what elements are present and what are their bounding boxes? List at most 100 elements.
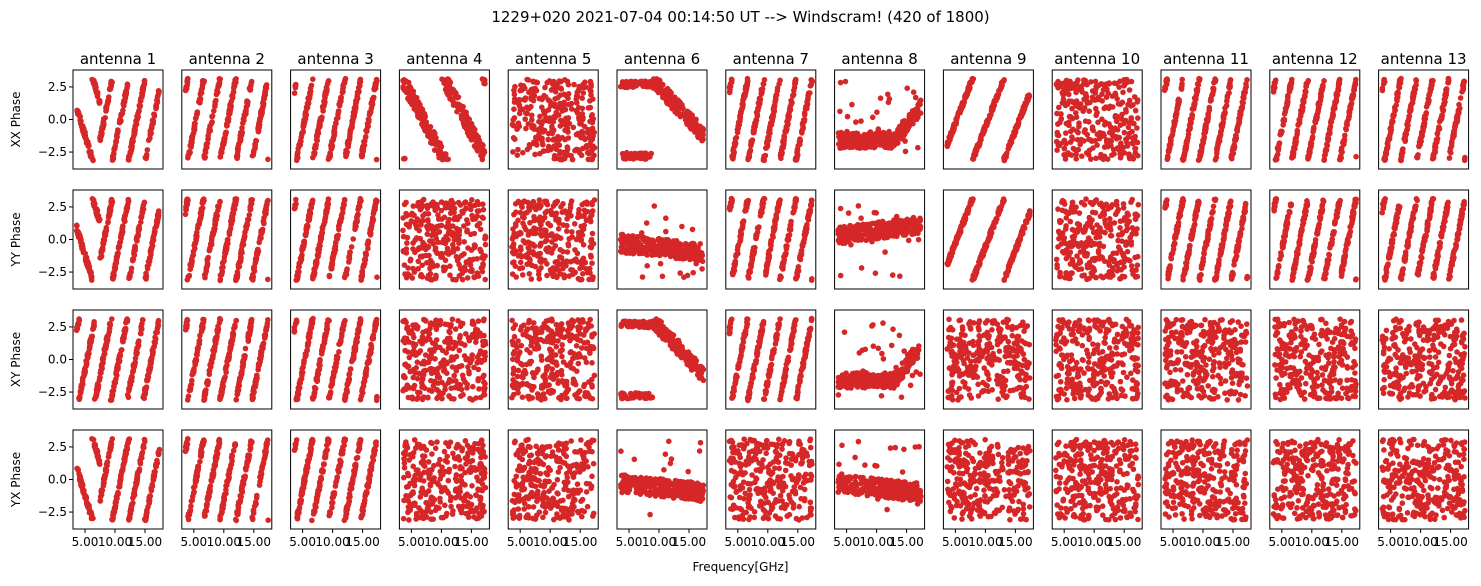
data-point <box>1009 135 1015 141</box>
data-point <box>1436 127 1442 133</box>
data-point <box>1304 84 1310 90</box>
data-point <box>953 116 959 122</box>
data-point <box>407 90 413 96</box>
data-point <box>328 142 334 148</box>
data-point <box>235 146 241 152</box>
data-point <box>534 88 540 94</box>
data-point <box>216 81 222 87</box>
data-point <box>886 131 892 137</box>
data-point <box>564 152 570 158</box>
data-point <box>808 82 814 88</box>
data-point <box>350 119 356 125</box>
data-point <box>265 277 271 283</box>
data-point <box>241 236 247 242</box>
data-point <box>1173 118 1179 124</box>
data-point <box>374 199 380 205</box>
data-point <box>219 269 225 275</box>
data-point <box>84 263 90 269</box>
subplot-title: antenna 5 <box>515 50 591 68</box>
data-point <box>764 145 770 151</box>
data-point <box>1164 78 1170 84</box>
data-point <box>217 199 223 205</box>
data-point <box>329 266 335 272</box>
data-point <box>961 100 967 106</box>
data-point <box>1069 106 1075 112</box>
data-point <box>83 132 89 138</box>
data-point <box>1075 137 1081 143</box>
data-point <box>243 226 249 232</box>
data-point <box>587 87 593 93</box>
subplot-title: antenna 4 <box>406 50 482 68</box>
data-point <box>323 211 329 217</box>
data-point <box>368 228 374 234</box>
data-point <box>517 102 523 108</box>
data-point <box>406 85 412 91</box>
data-point <box>1128 103 1134 109</box>
data-point <box>1193 96 1199 102</box>
data-point <box>1409 102 1415 108</box>
data-point <box>838 80 844 86</box>
data-point <box>1119 112 1125 118</box>
subplot <box>182 190 272 289</box>
data-point <box>470 134 476 140</box>
data-point <box>1385 143 1391 149</box>
data-point <box>404 240 410 246</box>
data-point <box>1327 126 1333 132</box>
data-point <box>264 207 270 213</box>
data-point <box>1195 87 1201 93</box>
data-point <box>469 124 475 130</box>
data-point <box>135 232 141 238</box>
y-tick-label: 2.5 <box>48 80 67 94</box>
data-point <box>957 109 963 115</box>
data-point <box>746 155 752 161</box>
data-point <box>1396 84 1402 90</box>
subplot <box>291 190 381 289</box>
data-point <box>126 198 132 204</box>
data-point <box>1333 99 1339 105</box>
subplot-title: antenna 11 <box>1163 50 1249 68</box>
data-point <box>1081 138 1087 144</box>
data-point <box>202 275 208 281</box>
data-point <box>337 219 343 225</box>
data-point <box>1007 142 1013 148</box>
data-point <box>515 152 521 158</box>
data-point <box>1100 131 1106 137</box>
data-point <box>679 102 685 108</box>
data-point <box>225 237 231 243</box>
data-point <box>98 254 104 260</box>
data-point <box>758 97 764 103</box>
data-point <box>1060 92 1066 98</box>
data-point <box>530 79 536 85</box>
data-point <box>1320 84 1326 90</box>
data-point <box>317 122 323 128</box>
data-point <box>421 197 427 203</box>
data-point <box>588 81 594 87</box>
y-tick-label: 0.0 <box>48 233 67 247</box>
data-point <box>1214 145 1220 151</box>
data-point <box>145 147 151 153</box>
data-point <box>776 81 782 87</box>
data-point <box>193 233 199 239</box>
data-point <box>185 277 191 283</box>
data-point <box>357 204 363 210</box>
data-point <box>843 79 849 85</box>
data-point <box>1210 86 1216 92</box>
data-point <box>150 121 156 127</box>
data-point <box>325 200 331 206</box>
data-point <box>871 145 877 151</box>
data-point <box>862 144 868 150</box>
data-point <box>357 83 363 89</box>
data-point <box>673 98 679 104</box>
data-point <box>114 254 120 260</box>
data-point <box>202 155 208 161</box>
data-point <box>120 111 126 117</box>
data-point <box>1203 123 1209 129</box>
data-point <box>417 103 423 109</box>
data-point <box>565 146 571 152</box>
y-tick-label: −2.5 <box>38 145 67 159</box>
data-point <box>105 101 111 107</box>
data-point <box>648 81 654 87</box>
data-point <box>117 244 123 250</box>
data-point <box>745 81 751 87</box>
data-point <box>1353 81 1359 87</box>
